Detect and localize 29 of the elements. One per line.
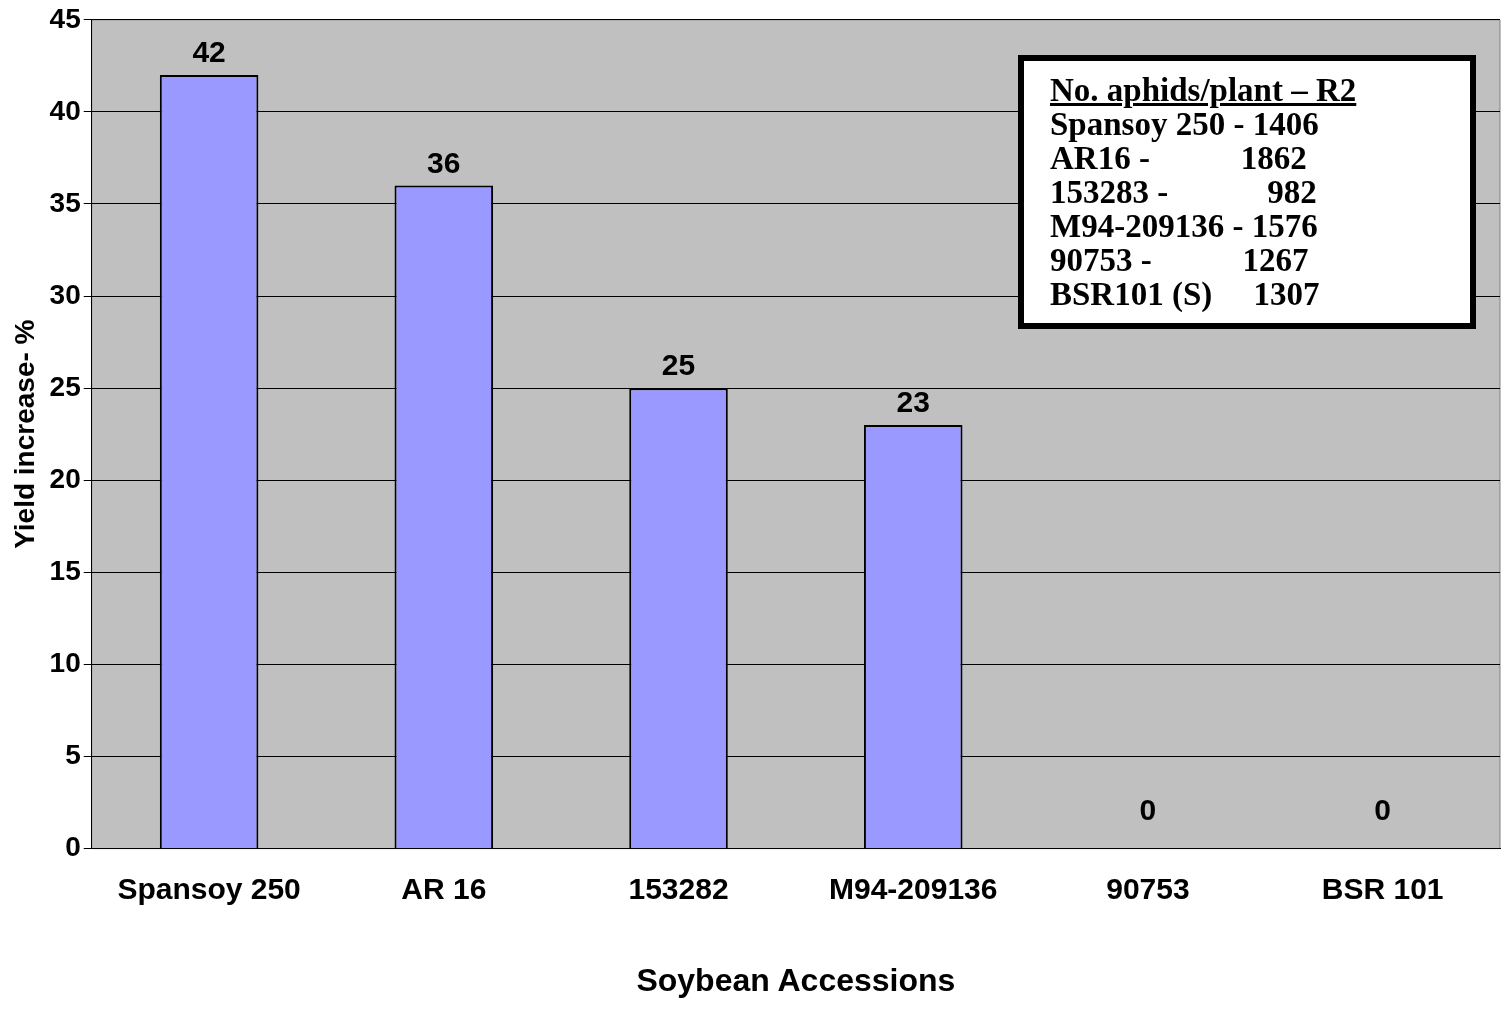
data-label: 36 [427, 145, 461, 179]
y-tick-label: 5 [65, 739, 81, 771]
y-tick-label: 30 [49, 278, 81, 310]
y-axis-title: Yield increase- % [8, 319, 40, 549]
x-tick-label: 90753 [1106, 871, 1190, 905]
annotation: No. aphids/plant – R2 [1050, 72, 1358, 108]
data-label: 25 [661, 348, 696, 382]
data-label: 0 [1374, 792, 1391, 826]
y-tick-label: 45 [49, 2, 81, 34]
x-tick-label: 153282 [628, 871, 729, 905]
y-tick-label: 10 [49, 647, 81, 679]
y-tick-label: 0 [65, 831, 81, 863]
annotation: M94-209136 - 1576 [1050, 208, 1319, 244]
x-axis-title: Soybean Accessions [636, 961, 956, 998]
data-label: 23 [896, 385, 930, 419]
annotation: 153283 - 982 [1050, 174, 1318, 210]
y-tick-label: 35 [49, 186, 81, 218]
y-tick-label: 40 [49, 94, 81, 126]
x-tick-label: M94-209136 [828, 871, 998, 905]
annotation: BSR101 (S) 1307 [1050, 276, 1321, 312]
data-label: 0 [1139, 792, 1157, 826]
x-tick-label: BSR 101 [1321, 871, 1444, 905]
data-label: 42 [192, 35, 226, 69]
x-tick-label: AR 16 [401, 871, 487, 905]
annotation: 90753 - 1267 [1050, 242, 1310, 278]
y-tick-label: 15 [49, 555, 81, 587]
y-tick-label: 20 [49, 462, 81, 494]
x-tick-label: Spansoy 250 [117, 871, 301, 905]
y-tick-label: 25 [49, 370, 81, 402]
